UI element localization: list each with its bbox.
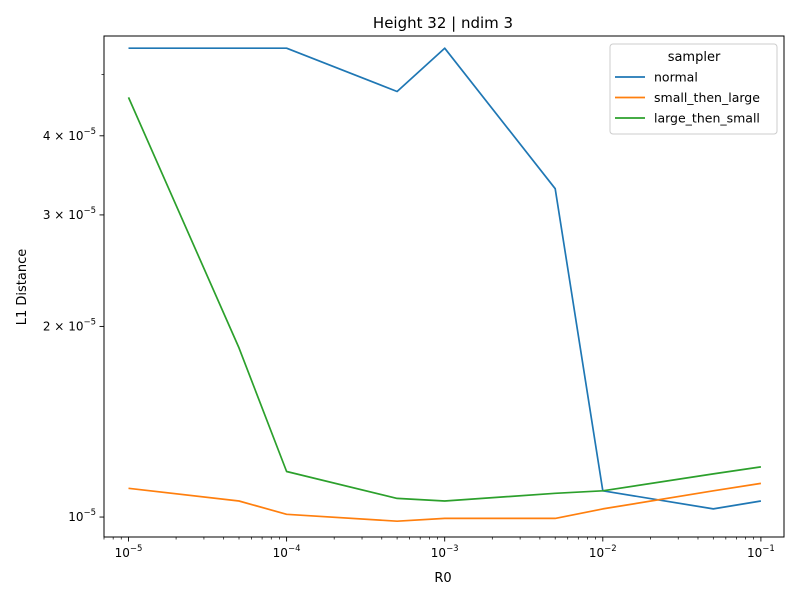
legend: sampler normal small_then_large large_then…: [609, 43, 778, 135]
y-axis: 10−5 2 × 10−5 3 × 10−5 4 × 10−5: [43, 74, 104, 524]
legend-box: [609, 43, 778, 135]
legend-label: small_then_large: [654, 90, 760, 105]
y-axis-label: L1 Distance: [15, 249, 30, 326]
x-tick-label: 10−1: [747, 544, 775, 560]
x-axis: 10−5 10−4 10−3 10−2 10−1: [103, 537, 775, 560]
x-tick-label: 10−2: [589, 544, 617, 560]
x-tick-label: 10−3: [431, 544, 459, 560]
series-line-small-then-large: [128, 482, 762, 523]
legend-label: large_then_small: [654, 111, 760, 126]
y-tick-label: 10−5: [68, 508, 96, 524]
x-tick-label: 10−4: [273, 544, 301, 560]
y-tick-label: 2 × 10−5: [43, 317, 96, 333]
x-tick-label: 10−5: [115, 544, 143, 560]
series-line-normal: [128, 47, 762, 510]
plot-lines: [127, 47, 762, 523]
legend-label: normal: [654, 70, 698, 85]
x-axis-label: R0: [434, 571, 451, 586]
plot-frame: [103, 35, 785, 538]
series-line-large-then-small: [127, 97, 762, 502]
y-tick-label: 3 × 10−5: [43, 206, 96, 222]
chart-title: Height 32 | ndim 3: [373, 14, 513, 32]
y-tick-label: 4 × 10−5: [43, 127, 96, 143]
legend-title: sampler: [668, 50, 721, 65]
